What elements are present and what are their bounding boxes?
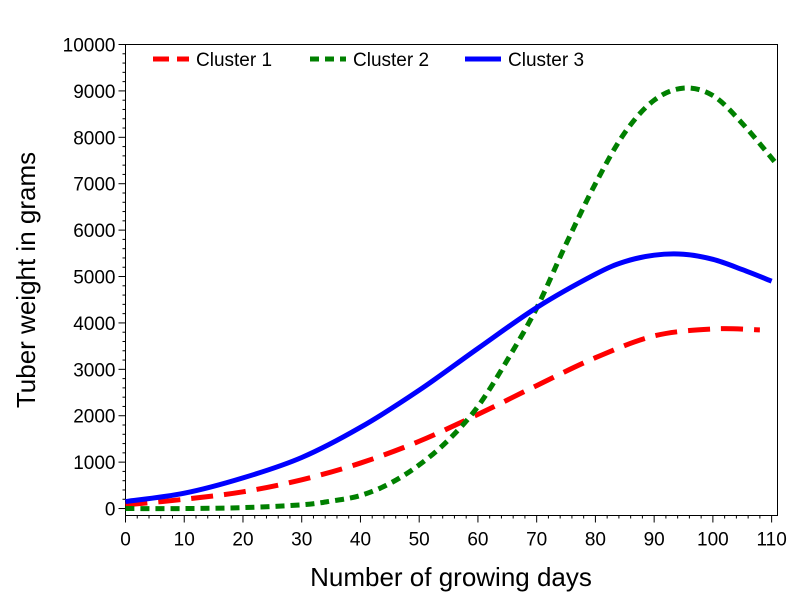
- x-tick-label: 30: [291, 530, 312, 551]
- y-tick-label: 1000: [73, 453, 115, 474]
- y-axis-title: Tuber weight in grams: [11, 152, 41, 408]
- legend: Cluster 1 Cluster 2 Cluster 3: [153, 50, 584, 71]
- series-line-cluster-1: [125, 326, 760, 508]
- x-tick-label: 20: [232, 530, 253, 551]
- x-tick-label: 100: [697, 530, 729, 551]
- y-tick-label: 10000: [63, 36, 116, 57]
- y-tick-label: 0: [105, 500, 116, 521]
- y-tick-label: 4000: [73, 314, 115, 335]
- x-tick-label: 10: [174, 530, 195, 551]
- series-layer: [125, 85, 780, 512]
- x-tick-label: 70: [526, 530, 547, 551]
- y-axis: 0 1000 2000 3000 4000 5000 6000 7000 8000 9000 100…: [63, 36, 126, 521]
- x-axis-title: Number of growing days: [310, 562, 592, 592]
- y-tick-label: 2000: [73, 407, 115, 428]
- x-axis: 0 10 20 30 40 50 60 70 80 90 100 110: [120, 515, 787, 551]
- legend-label-cluster-2: Cluster 2: [353, 50, 429, 71]
- plot-frame: [125, 44, 778, 516]
- x-tick-label: 60: [467, 530, 488, 551]
- x-tick-label: 90: [644, 530, 665, 551]
- y-tick-label: 7000: [73, 175, 115, 196]
- y-tick-label: 3000: [73, 360, 115, 381]
- x-tick-label: 40: [350, 530, 371, 551]
- y-tick-label: 9000: [73, 82, 115, 103]
- x-tick-label: 50: [409, 530, 430, 551]
- series-line-cluster-3: [125, 251, 773, 505]
- x-tick-label: 110: [756, 530, 786, 551]
- x-tick-label: 80: [585, 530, 606, 551]
- legend-label-cluster-3: Cluster 3: [508, 50, 584, 71]
- y-tick-label: 6000: [73, 221, 115, 242]
- series-line-cluster-2: [125, 85, 780, 512]
- legend-label-cluster-1: Cluster 1: [196, 50, 272, 71]
- y-tick-label: 8000: [73, 128, 115, 149]
- x-tick-label: 0: [120, 530, 131, 551]
- y-tick-label: 5000: [73, 268, 115, 289]
